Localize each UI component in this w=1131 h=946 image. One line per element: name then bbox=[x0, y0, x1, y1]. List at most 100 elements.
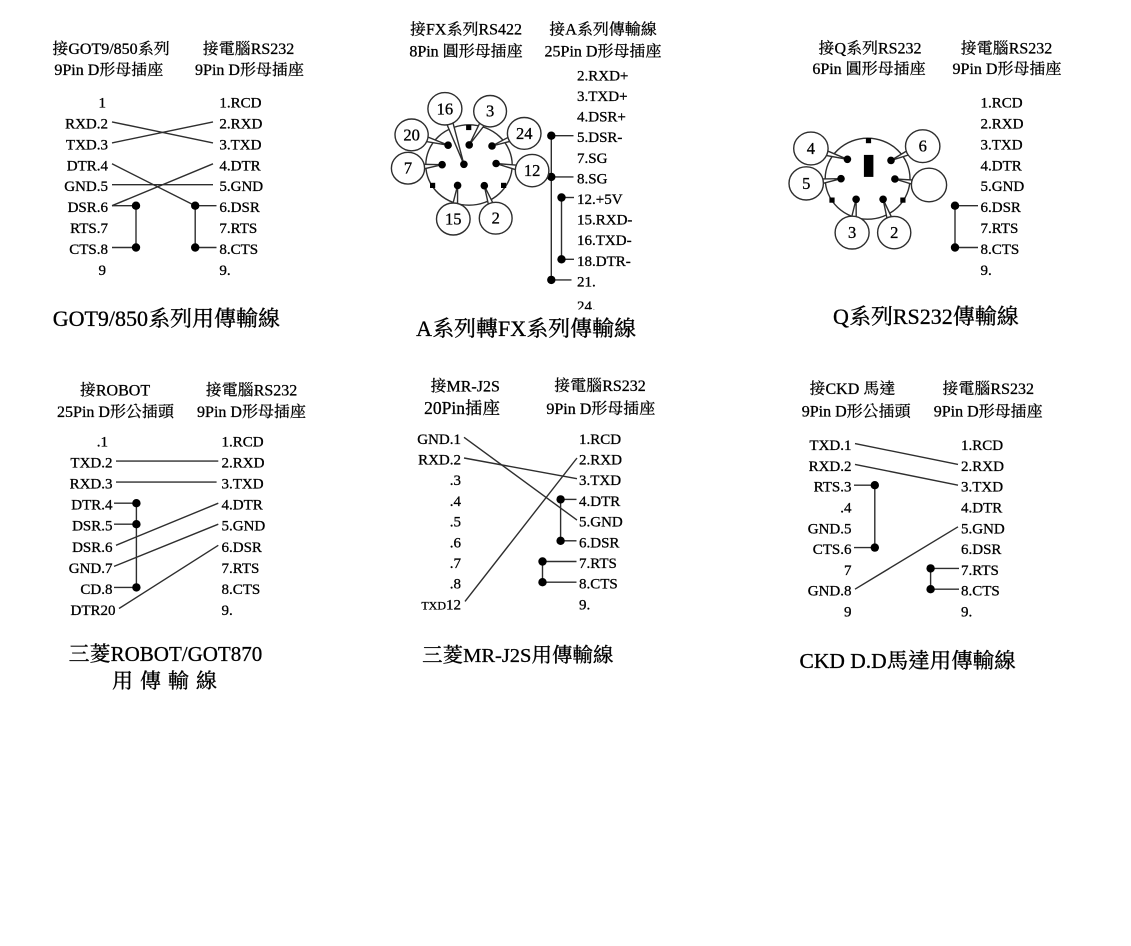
svg-text:4.DTR: 4.DTR bbox=[981, 158, 1022, 174]
svg-text:DTR20: DTR20 bbox=[71, 603, 116, 619]
svg-text:6Pin: 6Pin bbox=[812, 61, 841, 78]
svg-text:20: 20 bbox=[403, 125, 420, 144]
svg-text:RS232: RS232 bbox=[602, 378, 646, 395]
svg-text:1.RCD: 1.RCD bbox=[961, 438, 1003, 454]
svg-text:2.RXD+: 2.RXD+ bbox=[577, 68, 628, 84]
svg-text:2.RXD: 2.RXD bbox=[981, 116, 1024, 132]
svg-text:3: 3 bbox=[848, 223, 856, 242]
svg-text:24.: 24. bbox=[577, 299, 596, 315]
svg-text:Q: Q bbox=[834, 41, 846, 58]
svg-text:CTS.6: CTS.6 bbox=[813, 542, 852, 558]
svg-text:RXD.3: RXD.3 bbox=[70, 477, 113, 493]
svg-text:DTR.4: DTR.4 bbox=[71, 498, 113, 514]
svg-text:15: 15 bbox=[445, 210, 462, 229]
svg-text:4.DSR+: 4.DSR+ bbox=[577, 110, 626, 126]
svg-text:.7: .7 bbox=[450, 556, 462, 572]
svg-text:3.TXD: 3.TXD bbox=[219, 137, 261, 153]
svg-text:6.DSR: 6.DSR bbox=[219, 200, 259, 216]
svg-text:Q: Q bbox=[833, 304, 849, 329]
svg-text:.8: .8 bbox=[450, 577, 461, 593]
svg-text:.4: .4 bbox=[450, 494, 462, 510]
svg-text:9.: 9. bbox=[961, 605, 972, 621]
svg-text:.1: .1 bbox=[97, 435, 108, 451]
svg-text:1: 1 bbox=[99, 96, 107, 112]
svg-text:.6: .6 bbox=[450, 535, 462, 551]
svg-text:7.RTS: 7.RTS bbox=[222, 561, 260, 577]
svg-text:5: 5 bbox=[802, 174, 810, 193]
svg-text:4: 4 bbox=[807, 139, 815, 158]
svg-text:7.RTS: 7.RTS bbox=[579, 556, 617, 572]
svg-text:3.TXD+: 3.TXD+ bbox=[577, 89, 628, 105]
svg-text:9Pin D: 9Pin D bbox=[802, 404, 847, 421]
svg-text:16: 16 bbox=[437, 99, 454, 118]
svg-text:RTS.7: RTS.7 bbox=[70, 221, 108, 237]
svg-text:6.DSR: 6.DSR bbox=[579, 535, 619, 551]
svg-text:FX: FX bbox=[498, 316, 526, 341]
svg-text:RXD.2: RXD.2 bbox=[809, 459, 852, 475]
svg-text:16.TXD-: 16.TXD- bbox=[577, 233, 632, 249]
svg-text:3: 3 bbox=[486, 102, 494, 121]
svg-text:1.RCD: 1.RCD bbox=[222, 435, 264, 451]
svg-text:9Pin D: 9Pin D bbox=[54, 62, 99, 79]
svg-text:GND.1: GND.1 bbox=[417, 432, 461, 448]
svg-text:2: 2 bbox=[890, 223, 898, 242]
svg-text:5.GND: 5.GND bbox=[222, 519, 266, 535]
svg-text:8.CTS: 8.CTS bbox=[579, 577, 618, 593]
svg-text:12.+5V: 12.+5V bbox=[577, 192, 623, 208]
svg-text:18.DTR-: 18.DTR- bbox=[577, 254, 631, 270]
svg-text:12: 12 bbox=[524, 161, 541, 180]
svg-text:5.GND: 5.GND bbox=[219, 179, 263, 195]
svg-text:5.GND: 5.GND bbox=[981, 179, 1025, 195]
svg-text:TXD.2: TXD.2 bbox=[70, 456, 112, 472]
svg-text:8.CTS: 8.CTS bbox=[981, 242, 1020, 258]
svg-text:RTS.3: RTS.3 bbox=[814, 480, 852, 496]
svg-text:4.DTR: 4.DTR bbox=[961, 501, 1002, 517]
svg-text:8.CTS: 8.CTS bbox=[222, 582, 261, 598]
svg-text:1.RCD: 1.RCD bbox=[219, 96, 261, 112]
svg-text:GND.5: GND.5 bbox=[64, 179, 108, 195]
svg-text:GND.7: GND.7 bbox=[69, 561, 113, 577]
svg-text:.3: .3 bbox=[450, 473, 461, 489]
svg-text:RS422: RS422 bbox=[478, 22, 522, 39]
svg-text:2.RXD: 2.RXD bbox=[961, 459, 1004, 475]
svg-text:2: 2 bbox=[492, 209, 500, 228]
svg-text:9.: 9. bbox=[219, 263, 230, 279]
svg-text:5.GND: 5.GND bbox=[961, 521, 1005, 537]
svg-text:RS232: RS232 bbox=[254, 382, 298, 399]
svg-text:4.DTR: 4.DTR bbox=[219, 158, 260, 174]
svg-text:9.: 9. bbox=[981, 263, 992, 279]
svg-text:7: 7 bbox=[404, 159, 412, 178]
svg-text:RS232: RS232 bbox=[251, 41, 295, 58]
svg-text:FX: FX bbox=[426, 22, 447, 39]
svg-text:GND.5: GND.5 bbox=[808, 521, 852, 537]
svg-text:.5: .5 bbox=[450, 515, 461, 531]
svg-text:RS232: RS232 bbox=[990, 381, 1034, 398]
svg-text:3.TXD: 3.TXD bbox=[222, 477, 264, 493]
svg-text:DSR.6: DSR.6 bbox=[72, 540, 113, 556]
svg-text:8.CTS: 8.CTS bbox=[961, 584, 1000, 600]
svg-text:3.TXD: 3.TXD bbox=[579, 473, 621, 489]
svg-text:7.RTS: 7.RTS bbox=[219, 221, 257, 237]
svg-text:A: A bbox=[416, 316, 432, 341]
svg-text:20Pin: 20Pin bbox=[424, 398, 465, 418]
svg-text:MR-J2S: MR-J2S bbox=[447, 378, 500, 395]
svg-text:ROBOT: ROBOT bbox=[96, 382, 150, 399]
svg-text:CTS.8: CTS.8 bbox=[69, 242, 108, 258]
svg-text:3.TXD: 3.TXD bbox=[961, 480, 1003, 496]
svg-text:GND.8: GND.8 bbox=[808, 584, 852, 600]
svg-text:9: 9 bbox=[99, 263, 107, 279]
svg-text:2.RXD: 2.RXD bbox=[219, 116, 262, 132]
svg-text:6.DSR: 6.DSR bbox=[981, 200, 1021, 216]
svg-text:9Pin D: 9Pin D bbox=[197, 404, 242, 421]
svg-text:RXD.2: RXD.2 bbox=[418, 453, 461, 469]
svg-text:5.DSR-: 5.DSR- bbox=[577, 130, 622, 146]
svg-text:7: 7 bbox=[844, 563, 852, 579]
svg-text:GOT9/850: GOT9/850 bbox=[68, 41, 137, 58]
svg-text:TXD.3: TXD.3 bbox=[66, 137, 108, 153]
svg-text:7.RTS: 7.RTS bbox=[981, 221, 1019, 237]
svg-text:24: 24 bbox=[516, 124, 533, 143]
svg-text:RS232: RS232 bbox=[1009, 41, 1053, 58]
svg-text:A: A bbox=[565, 22, 577, 39]
svg-text:RXD.2: RXD.2 bbox=[65, 116, 108, 132]
svg-text:9Pin D: 9Pin D bbox=[953, 61, 998, 78]
